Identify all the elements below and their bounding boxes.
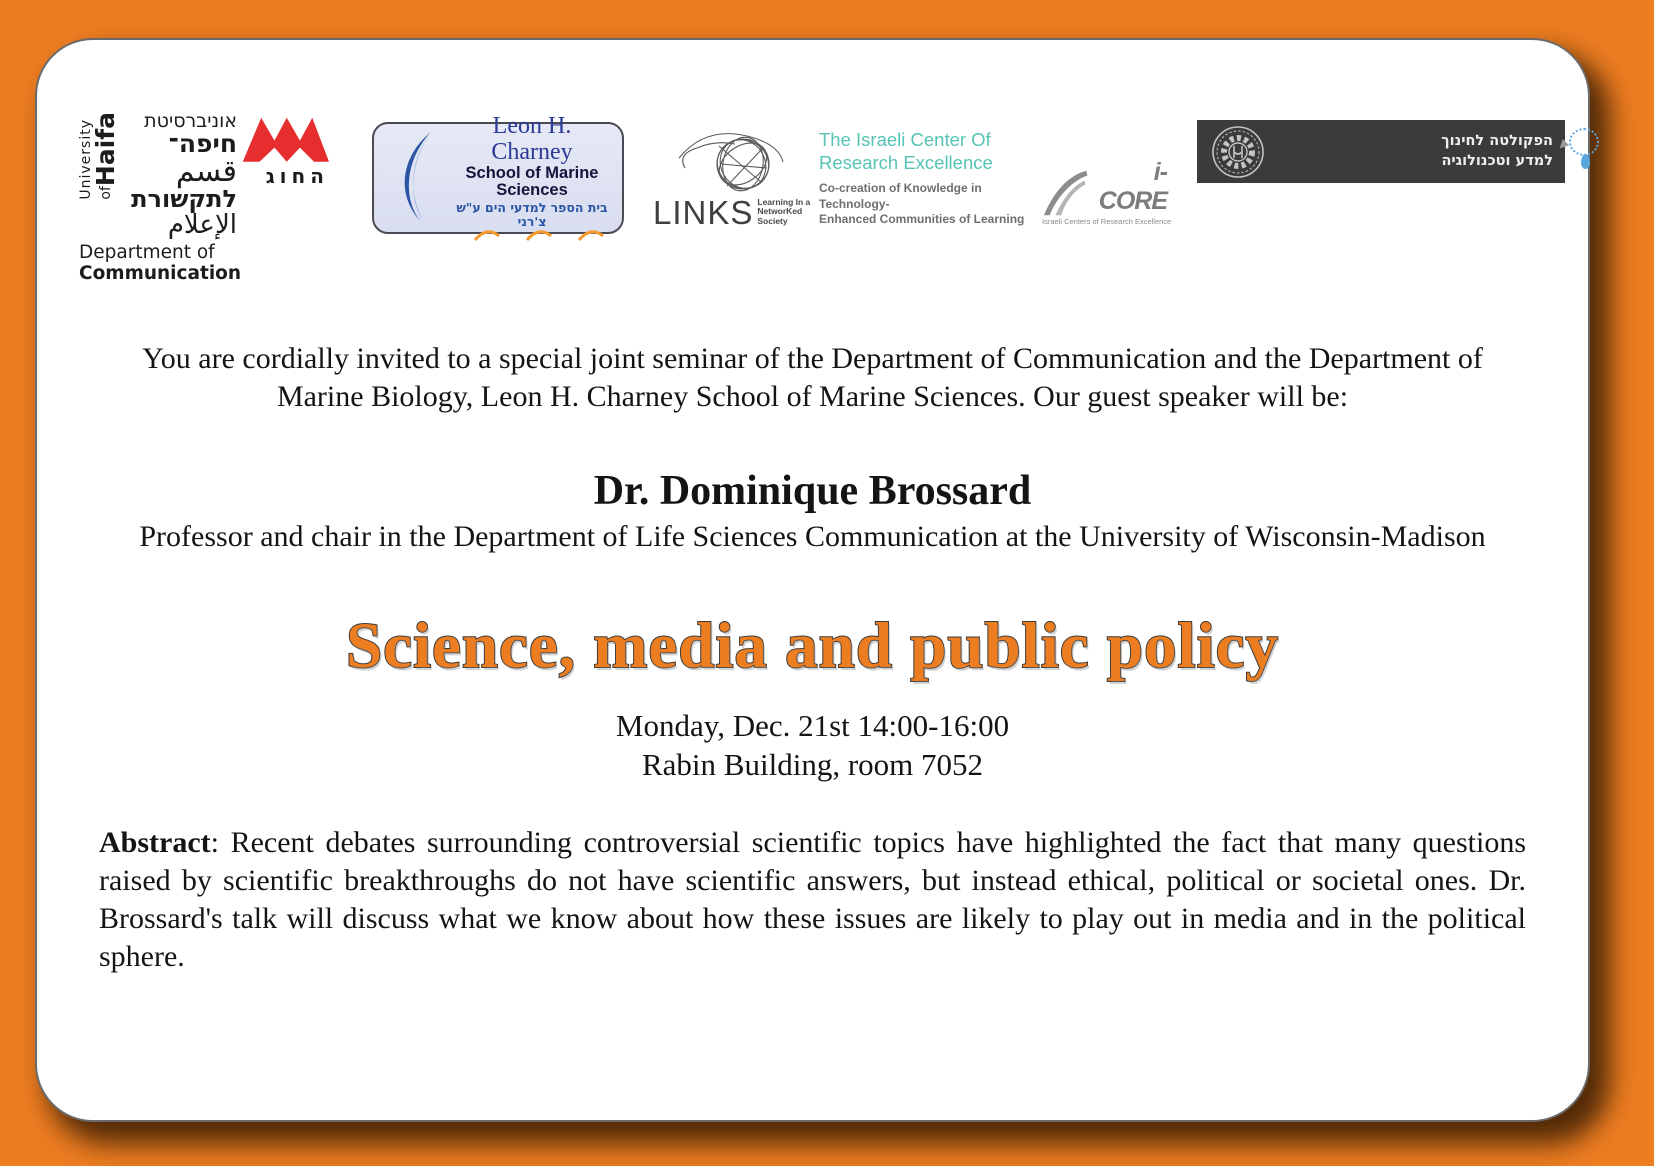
haifa-hebrew-line2: חיפה־ قسم bbox=[168, 129, 237, 189]
technion-faculty-text: הפקולטה לחינוך למדע וטכנולוגיה bbox=[1441, 132, 1553, 169]
icore-subheading-text: Co-creation of Knowledge in Technology- … bbox=[819, 181, 1025, 227]
haifa-hebrew-line1: אוניברסיטת bbox=[144, 110, 237, 132]
icore-mark: i-CORE Israeli Centers of Research Excel… bbox=[1042, 158, 1172, 226]
charney-orange-arcs bbox=[450, 228, 614, 242]
icore-mark-subtext: Israeli Centers of Research Excellence bbox=[1042, 217, 1172, 226]
charney-hebrew-text: בית הספר למדעי הים ע"ש צ'רני bbox=[456, 200, 608, 229]
links-tagline-text: Learning In a NetworKed Society bbox=[757, 196, 811, 227]
scribble-globe-icon bbox=[678, 133, 784, 192]
haifa-hebrew-line3: לתקשורת الإعلام bbox=[131, 185, 237, 240]
charney-school-logo: Leon H. Charney School of Marine Science… bbox=[372, 114, 624, 241]
haifa-hebrew-block: אוניברסיטת חיפה־ قسم לתקשורת الإعلام bbox=[120, 110, 237, 240]
orange-arc-icon bbox=[526, 230, 552, 241]
red-zigzag-icon bbox=[242, 117, 329, 162]
event-datetime: Monday, Dec. 21st 14:00-16:00 bbox=[615, 708, 1010, 743]
icore-name-text: i-CORE bbox=[1098, 158, 1168, 215]
charney-text-block: Leon H. Charney School of Marine Science… bbox=[450, 114, 614, 241]
orange-arc-icon bbox=[578, 230, 604, 241]
event-datetime-location: Monday, Dec. 21st 14:00-16:00 Rabin Buil… bbox=[99, 706, 1526, 784]
haifa-hachug-text: החוג bbox=[265, 164, 329, 188]
haifa-logo-main: University ofHaifa אוניברסיטת חיפה־ قسم … bbox=[78, 110, 329, 240]
speaker-name: Dr. Dominique Brossard bbox=[593, 468, 1032, 514]
technion-seal-icon bbox=[1212, 125, 1264, 178]
haifa-arabic-ilam: الإعلام bbox=[167, 209, 237, 240]
abstract-paragraph: Abstract: Recent debates surrounding con… bbox=[99, 824, 1526, 976]
event-location: Rabin Building, room 7052 bbox=[642, 747, 983, 782]
haifa-communication-logo: University ofHaifa אוניברסיטת חיפה־ قسم … bbox=[78, 110, 329, 285]
abstract-text: : Recent debates surrounding controversi… bbox=[99, 826, 1526, 973]
links-logo: LINKS Learning In a NetworKed Society bbox=[653, 124, 823, 232]
flyer-card: University ofHaifa אוניברסיטת חיפה־ قسم … bbox=[35, 38, 1599, 1122]
invitation-text: You are cordially invited to a special j… bbox=[142, 342, 1483, 413]
speaker-title: Professor and chair in the Department of… bbox=[139, 520, 1486, 553]
talk-title: Science, media and public policy bbox=[345, 609, 1280, 683]
icore-mark-row: i-CORE bbox=[1042, 158, 1168, 216]
abstract-label: Abstract bbox=[99, 826, 211, 859]
charney-school-text: School of Marine Sciences bbox=[465, 163, 599, 200]
dotted-circle-pointer-icon bbox=[1559, 128, 1603, 172]
logo-strip: University ofHaifa אוניברסיטת חיפה־ قسم … bbox=[37, 40, 1599, 284]
blue-drop-icon bbox=[1581, 154, 1590, 169]
icore-text-block: The Israeli Center Of Research Excellenc… bbox=[819, 128, 1049, 228]
links-word-row: LINKS Learning In a NetworKed Society bbox=[653, 194, 823, 232]
links-name-text: LINKS bbox=[653, 194, 754, 231]
icore-heading-text: The Israeli Center Of Research Excellenc… bbox=[819, 129, 993, 174]
haifa-department-text: Department of Communication bbox=[79, 242, 242, 285]
wave-swoosh-icon bbox=[404, 132, 431, 223]
haifa-right-block: החוג bbox=[241, 112, 329, 188]
icore-swoosh-icon bbox=[1043, 170, 1088, 216]
orange-arc-icon bbox=[474, 230, 500, 241]
technion-banner: הפקולטה לחינוך למדע וטכנולוגיה bbox=[1197, 120, 1565, 183]
flyer-content: You are cordially invited to a special j… bbox=[37, 40, 1588, 976]
haifa-arabic-qism: قسم bbox=[175, 153, 237, 189]
charney-name-text: Leon H. Charney bbox=[491, 113, 573, 165]
